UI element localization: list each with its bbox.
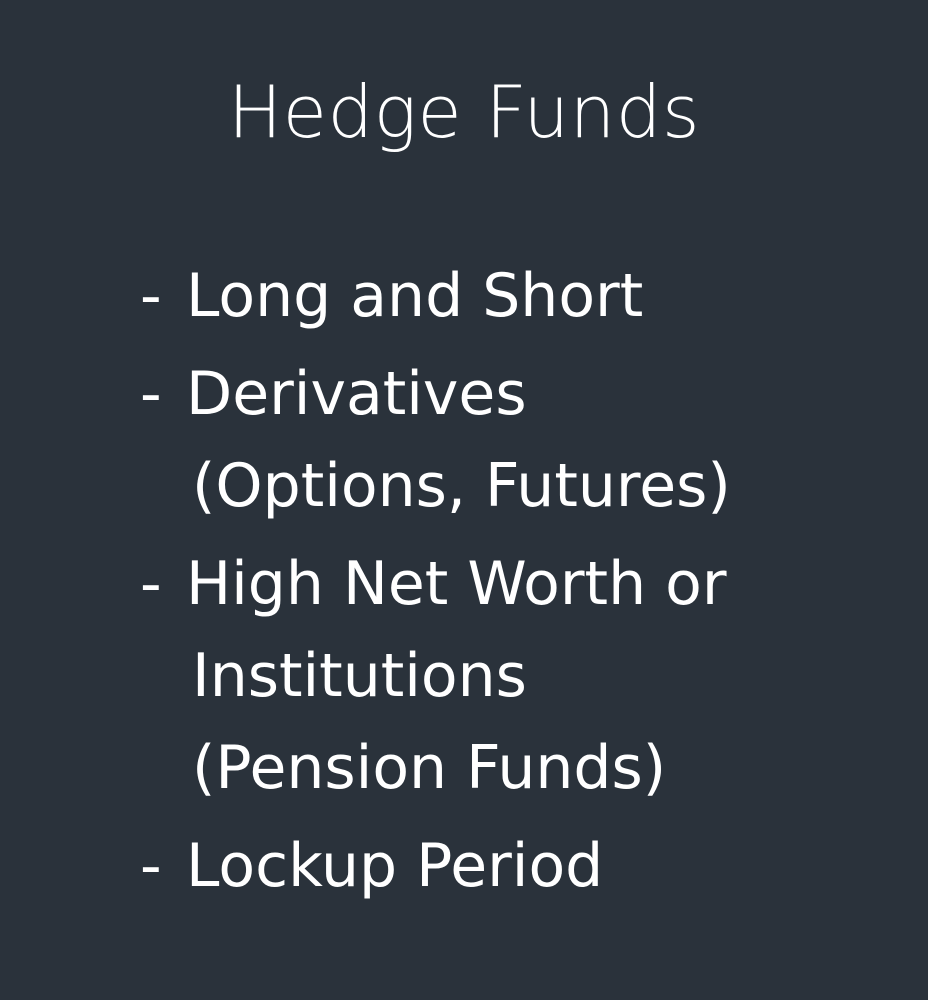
bullet-marker: -	[140, 831, 162, 901]
bullet-line: (Options, Futures)	[192, 451, 731, 521]
bullet-item: - High Net Worth or Institutions (Pensio…	[140, 538, 900, 814]
bullet-text: Derivatives (Options, Futures)	[186, 348, 731, 532]
bullet-list: - Long and Short - Derivatives (Options,…	[140, 250, 900, 918]
bullet-line: Institutions	[192, 641, 527, 711]
bullet-marker: -	[140, 359, 162, 429]
bullet-marker: -	[140, 261, 162, 331]
bullet-item: - Long and Short	[140, 250, 900, 342]
slide-title: Hedge Funds	[228, 70, 700, 154]
bullet-line: Lockup Period	[186, 831, 604, 901]
bullet-line: Derivatives	[186, 359, 527, 429]
bullet-line: High Net Worth or	[186, 549, 727, 619]
bullet-line: Long and Short	[186, 261, 644, 331]
bullet-line: (Pension Funds)	[192, 733, 667, 803]
bullet-marker: -	[140, 549, 162, 619]
bullet-item: - Derivatives (Options, Futures)	[140, 348, 900, 532]
bullet-text: Long and Short	[186, 250, 643, 342]
bullet-item: - Lockup Period	[140, 820, 900, 912]
bullet-text: Lockup Period	[186, 820, 603, 912]
bullet-text: High Net Worth or Institutions (Pension …	[186, 538, 727, 814]
